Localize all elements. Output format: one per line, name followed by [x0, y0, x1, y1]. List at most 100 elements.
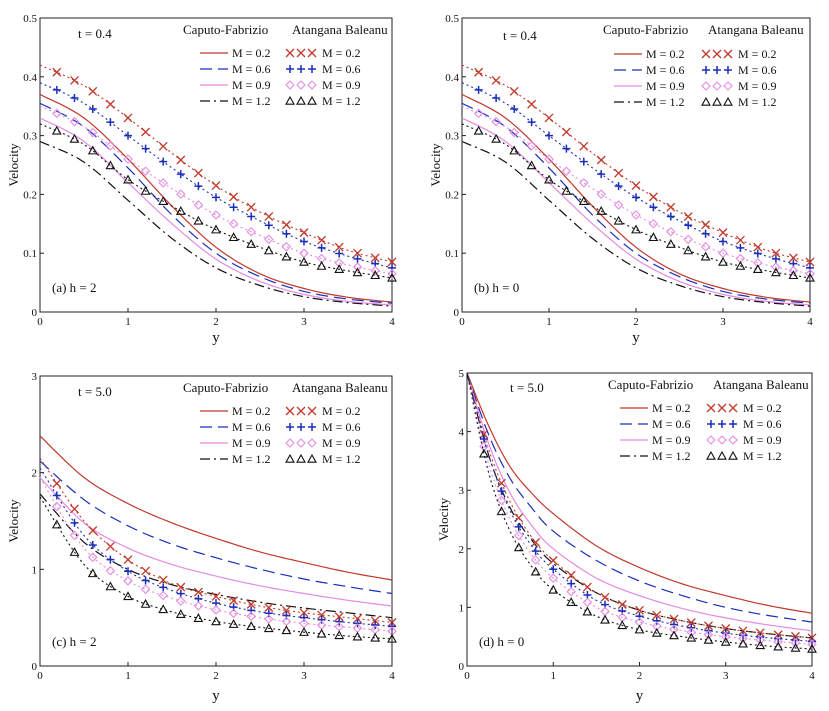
data-point — [531, 537, 541, 547]
data-point — [159, 157, 168, 166]
legend-entry-ab: M = 1.2 — [322, 94, 360, 108]
legend-entry-cf: M = 0.9 — [232, 78, 270, 92]
legend-entry-cf: M = 1.2 — [232, 94, 270, 108]
legend-entry-cf: M = 0.6 — [652, 417, 690, 431]
panel-label: (c) h = 2 — [52, 634, 97, 649]
data-point — [158, 604, 169, 614]
data-point — [317, 243, 326, 252]
series-line — [466, 372, 813, 642]
legend-marker-ab — [723, 49, 733, 59]
x-tick-label: 3 — [720, 316, 726, 328]
data-point — [720, 631, 731, 642]
y-tick-label: 1 — [32, 564, 38, 576]
x-tick-label: 1 — [125, 670, 131, 682]
data-point — [582, 582, 592, 592]
data-point — [193, 601, 204, 611]
data-point — [300, 613, 308, 622]
y-tick-label: 0 — [459, 661, 465, 673]
panel-a: 0 1 2 3 4 0 0.1 0.2 0.3 0.4 0.5 y Velocity t = 0.4 (a)… — [6, 13, 397, 346]
legend-marker-ab — [307, 48, 317, 58]
panel-b: 0 1 2 3 4 0 0.1 0.2 0.3 0.4 0.5 y Velocity t = 0.4 (b)… — [428, 13, 815, 346]
data-point — [281, 220, 291, 230]
data-point — [263, 623, 274, 633]
data-point — [509, 127, 519, 138]
y-tick-label: 2 — [32, 468, 38, 480]
data-point — [123, 576, 133, 586]
y-tick-label: 0 — [32, 307, 38, 319]
data-point — [549, 565, 558, 574]
data-point — [140, 166, 151, 177]
legend-marker-ab — [728, 450, 738, 460]
data-point — [527, 118, 536, 127]
data-point — [352, 262, 363, 272]
legend-marker-ab — [701, 81, 711, 91]
data-point — [704, 621, 713, 631]
data-point — [805, 257, 815, 267]
data-point — [194, 182, 203, 191]
data-point — [473, 125, 484, 135]
legend-entry-cf: M = 0.6 — [232, 420, 270, 434]
data-point — [648, 192, 658, 202]
x-axis-label: y — [636, 688, 644, 704]
data-point — [753, 258, 763, 268]
data-point — [352, 631, 363, 641]
legend-entry-ab: M = 0.2 — [738, 47, 776, 61]
data-point — [635, 605, 644, 615]
data-point — [175, 609, 186, 618]
data-point — [176, 596, 186, 606]
data-point — [158, 575, 168, 585]
data-point — [316, 260, 327, 270]
y-tick-label: 0.4 — [23, 72, 37, 84]
data-point — [579, 157, 588, 166]
data-point — [669, 614, 679, 624]
x-tick-label: 3 — [723, 670, 729, 682]
y-tick-label: 1 — [459, 602, 465, 614]
data-point — [69, 133, 80, 143]
legend-entry-ab: M = 0.2 — [743, 401, 781, 415]
legend-marker-ab — [285, 453, 295, 463]
data-point — [617, 620, 628, 630]
legend-marker-ab — [717, 450, 727, 460]
legend-entry-ab: M = 1.2 — [743, 449, 781, 463]
time-label: t = 5.0 — [78, 384, 112, 399]
y-tick-label: 0.1 — [445, 248, 459, 260]
data-point — [211, 616, 221, 626]
data-point — [88, 104, 97, 113]
data-point — [264, 614, 274, 624]
data-point — [158, 141, 168, 151]
legend-marker-ab — [297, 65, 305, 73]
series-cf-m02 — [39, 93, 393, 303]
data-point — [497, 478, 506, 488]
data-point — [316, 628, 327, 638]
data-point — [282, 229, 291, 238]
legend-marker-ab — [723, 81, 733, 91]
legend-marker-ab — [308, 65, 316, 73]
data-point — [805, 272, 815, 282]
data-point — [669, 624, 679, 635]
data-point — [773, 641, 784, 651]
data-point — [299, 248, 309, 258]
data-point — [548, 556, 558, 565]
series-cf-m09 — [39, 117, 393, 306]
data-point — [600, 592, 610, 602]
legend-marker-ab — [724, 66, 732, 74]
data-point — [738, 626, 748, 636]
data-point — [299, 256, 309, 266]
data-point — [703, 629, 714, 640]
data-point — [703, 634, 714, 644]
data-point — [70, 518, 79, 527]
legend-marker-ab — [706, 435, 716, 445]
data-point — [771, 254, 780, 263]
series-line — [39, 93, 393, 303]
panel-c: 0 1 2 3 4 0 1 2 3 y Velocity t = 5.0 (c) h = 2 Caputo… — [6, 371, 397, 704]
time-label: t = 0.4 — [503, 28, 537, 43]
legend-marker-ab — [307, 95, 317, 105]
data-point — [561, 185, 572, 195]
series-line — [466, 372, 813, 632]
data-point — [634, 624, 645, 634]
legend-marker-ab — [717, 403, 727, 413]
legend-entry-cf: M = 1.2 — [646, 95, 684, 109]
x-tick-label: 3 — [301, 316, 307, 328]
legend-entry-cf: M = 0.9 — [232, 436, 270, 450]
data-point — [246, 226, 256, 237]
